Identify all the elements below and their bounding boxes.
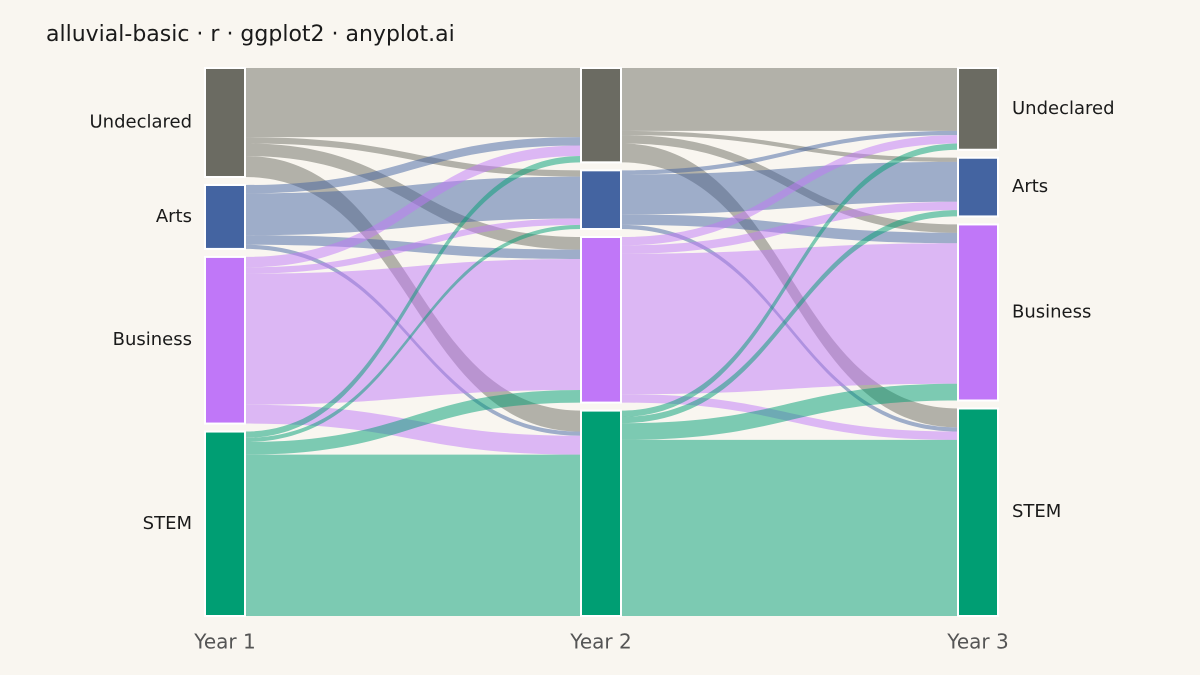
stratum-label: Arts <box>1012 176 1048 197</box>
stratum-label: Business <box>1012 301 1091 322</box>
stratum <box>957 223 999 402</box>
flow <box>621 210 958 424</box>
flow <box>245 145 581 268</box>
flow <box>245 68 581 138</box>
x-tick-label: Year 3 <box>946 630 1008 654</box>
stratum <box>204 183 246 250</box>
flow <box>245 156 581 438</box>
flow <box>621 130 958 162</box>
flow <box>621 68 958 131</box>
stratum <box>957 67 999 151</box>
stratum <box>580 67 622 164</box>
stratum-label: Undeclared <box>1012 98 1115 119</box>
chart-title: alluvial-basic · r · ggplot2 · anyplot.a… <box>46 22 455 47</box>
flow <box>621 143 958 417</box>
x-tick-label: Year 1 <box>193 630 255 654</box>
flow <box>621 135 958 246</box>
flow <box>245 137 581 177</box>
flow <box>245 218 581 274</box>
stratum-label: Undeclared <box>89 111 192 132</box>
stratum <box>580 169 622 231</box>
stratum <box>957 156 999 218</box>
x-tick-label: Year 2 <box>569 630 631 654</box>
flow <box>245 390 581 455</box>
flow <box>245 224 581 443</box>
stratum-label: Arts <box>156 206 192 227</box>
flow <box>245 454 581 616</box>
stratum <box>957 407 999 617</box>
stratum <box>204 430 246 617</box>
stratum-label: STEM <box>143 513 192 534</box>
stratum <box>204 255 246 425</box>
flow <box>621 130 958 175</box>
stratum-label: Business <box>113 329 192 350</box>
flow <box>245 137 581 194</box>
stratum <box>204 67 246 178</box>
stratum <box>580 236 622 404</box>
flow <box>621 439 958 616</box>
stratum-label: STEM <box>1012 501 1061 522</box>
flow <box>621 383 958 440</box>
stratum <box>580 409 622 618</box>
flow <box>621 201 958 254</box>
